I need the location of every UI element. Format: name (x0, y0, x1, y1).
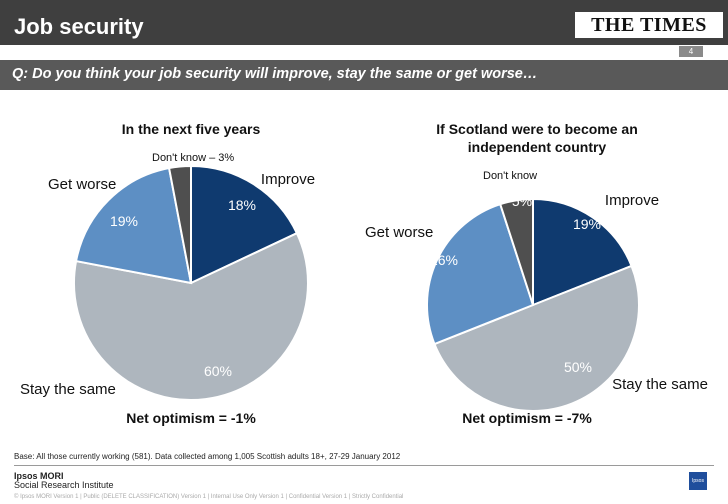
page-number: 4 (679, 46, 703, 57)
ipsos-logo-line2: Social Research Institute (14, 480, 114, 490)
category-label: Stay the same (612, 376, 708, 393)
category-label: Improve (605, 192, 659, 209)
net-optimism-label: Net optimism = -7% (462, 410, 592, 426)
category-label: Get worse (48, 176, 116, 193)
question-text: Q: Do you think your job security will i… (12, 66, 538, 82)
page-title: Job security (14, 14, 144, 39)
ipsos-logo-line1: Ipsos MORI (14, 471, 64, 481)
category-label: Improve (261, 171, 315, 188)
data-label: 60% (204, 363, 232, 379)
chart-title-line2: independent country (468, 139, 607, 155)
chart-title: If Scotland were to become an (436, 121, 638, 137)
pie-slice-stay-the-same (433, 264, 640, 412)
data-label: 18% (228, 197, 256, 213)
pie-slice-stay-the-same (73, 231, 309, 401)
header-bar: Job security THE TIMES (0, 0, 728, 45)
data-label: 26% (430, 252, 458, 268)
base-note: Base: All those currently working (581).… (14, 452, 401, 461)
pie-slice-improve (190, 164, 299, 285)
pie-slice-don-t-know (498, 197, 534, 306)
question-bar: Q: Do you think your job security will i… (0, 60, 728, 90)
data-label: 19% (573, 216, 601, 232)
footer-classification: © Ipsos MORI Version 1 | Public (DELETE … (14, 494, 404, 500)
chart-title: In the next five years (122, 121, 261, 137)
net-optimism-label: Net optimism = -1% (126, 410, 256, 426)
the-times-logo: THE TIMES (575, 12, 723, 38)
dont-know-label: Don't know – 3% (152, 152, 234, 164)
data-label: 19% (110, 213, 138, 229)
category-label: Stay the same (20, 381, 116, 398)
ipsos-icon: Ipsos (689, 472, 707, 490)
footer-divider (14, 465, 714, 466)
data-label: 5% (512, 193, 532, 209)
data-label: 50% (564, 359, 592, 375)
pie-slice-get-worse (74, 166, 193, 285)
category-label: Get worse (365, 224, 433, 241)
dont-know-label: Don't know (483, 170, 537, 182)
pie-slice-don-t-know (167, 164, 192, 284)
pie-slice-improve (532, 197, 633, 307)
pie-slice-get-worse (426, 202, 535, 346)
ipsos-mori-logo: Ipsos MORI Social Research Institute (14, 472, 114, 490)
